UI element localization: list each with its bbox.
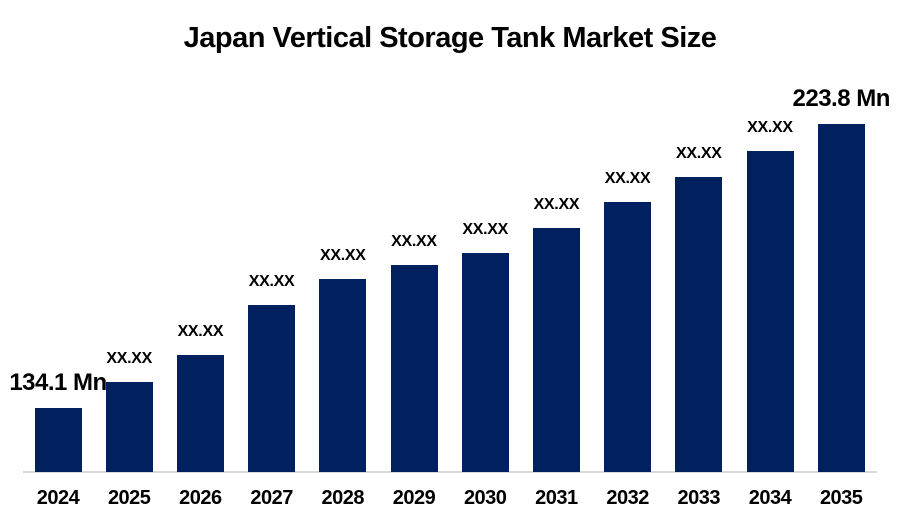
x-tick-label: 2029 — [392, 487, 436, 509]
x-tick-label: 2028 — [321, 487, 365, 509]
bar-group: XX.XX — [735, 119, 806, 472]
bar-value-label: XX.XX — [177, 323, 224, 340]
x-tick-label: 2031 — [535, 487, 578, 509]
x-tick-label: 2026 — [179, 487, 222, 509]
bar-value-label: XX.XX — [106, 350, 152, 367]
bar-group: XX.XX — [165, 323, 236, 472]
bar-value-label: XX.XX — [462, 221, 508, 238]
bar-value-label: 134.1 Mn — [9, 369, 107, 396]
bar-group: XX.XX — [94, 350, 165, 472]
bar — [319, 279, 367, 472]
bar — [604, 202, 652, 472]
bar — [34, 408, 82, 472]
x-tick-label: 2035 — [819, 487, 863, 509]
bar-group: XX.XX — [521, 196, 592, 472]
bar — [817, 124, 865, 472]
bar-value-label: XX.XX — [319, 247, 366, 264]
bar — [461, 253, 509, 472]
bar — [105, 382, 153, 472]
bar — [248, 305, 296, 472]
bar-value-label: XX.XX — [604, 170, 651, 187]
bar-group: 223.8 Mn — [793, 85, 890, 472]
bar-value-label: XX.XX — [675, 145, 722, 162]
bar-value-label: 223.8 Mn — [792, 85, 891, 112]
x-tick-label: 2030 — [463, 487, 507, 509]
chart-title: Japan Vertical Storage Tank Market Size — [183, 22, 717, 54]
bar-value-label: XX.XX — [747, 119, 793, 136]
bar — [675, 177, 723, 472]
x-tick-label: 2032 — [606, 487, 649, 509]
bar-value-label: XX.XX — [248, 273, 295, 290]
bar — [746, 151, 794, 472]
bar-group: 134.1 Mn — [9, 369, 107, 472]
x-axis-line — [23, 471, 877, 473]
bar-value-label: XX.XX — [391, 233, 437, 250]
bar — [176, 355, 224, 472]
x-tick-label: 2034 — [748, 487, 792, 509]
bar-group: XX.XX — [236, 273, 307, 472]
x-tick-label: 2024 — [36, 487, 80, 509]
bar-group: XX.XX — [663, 145, 734, 472]
x-tick-label: 2027 — [250, 487, 293, 509]
bar-group: XX.XX — [307, 247, 378, 472]
bar-value-label: XX.XX — [533, 196, 580, 213]
x-tick-label: 2033 — [677, 487, 721, 509]
x-tick-label: 2025 — [107, 487, 151, 509]
bar — [532, 228, 580, 472]
bar-group: XX.XX — [379, 233, 450, 472]
bar-group: XX.XX — [592, 170, 663, 472]
bar — [390, 265, 438, 472]
bar-group: XX.XX — [450, 221, 521, 472]
